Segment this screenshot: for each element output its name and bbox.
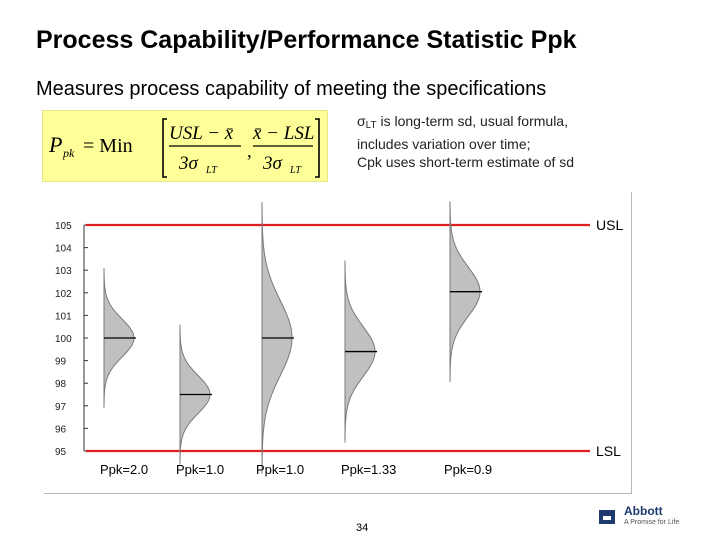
page-number: 34	[356, 522, 369, 534]
spec-label-usl: USL	[596, 217, 623, 233]
y-tick-label: 95	[55, 447, 67, 458]
logo-tagline: A Promise for Life	[624, 519, 680, 526]
note-line-2: includes variation over time;	[357, 136, 531, 152]
series-label: Ppk=1.33	[341, 462, 396, 477]
series-label: Ppk=1.0	[176, 462, 224, 477]
note-line-1: σLT is long-term sd, usual formula,	[357, 113, 568, 131]
formula-denominator-1: 3σ	[178, 153, 199, 174]
series-label: Ppk=1.0	[256, 462, 304, 477]
ppk-formula: P pk = Min USL − x̄ 3σ LT , x̄ − LSL 3σ …	[42, 110, 328, 182]
slide-title: Process Capability/Performance Statistic…	[36, 26, 577, 54]
y-tick-label: 99	[55, 357, 67, 368]
logo-name: Abbott	[624, 504, 663, 518]
note-sigma-subscript: LT	[365, 120, 377, 131]
y-tick-label: 96	[55, 424, 67, 435]
y-tick-label: 98	[55, 379, 67, 390]
formula-comma: ,	[247, 141, 252, 162]
slide-subtitle: Measures process capability of meeting t…	[36, 78, 547, 100]
y-tick-label: 104	[55, 244, 72, 255]
abbott-logo: Abbott A Promise for Life	[596, 502, 706, 532]
y-tick-label: 105	[55, 221, 72, 232]
y-tick-label: 97	[55, 402, 67, 413]
y-tick-label: 100	[55, 334, 72, 345]
series-label: Ppk=0.9	[444, 462, 492, 477]
formula-left-bracket	[162, 118, 167, 178]
formula-denominator-2-sub: LT	[289, 165, 302, 176]
chart-frame	[44, 192, 632, 494]
formula-numerator-1: USL − x̄	[169, 123, 234, 144]
formula-lhs: P	[48, 132, 62, 157]
series-label: Ppk=2.0	[100, 462, 148, 477]
note-line-3: Cpk uses short-term estimate of sd	[357, 154, 575, 170]
sigma-note: σLT is long-term sd, usual formula, incl…	[357, 112, 574, 171]
y-tick-label: 102	[55, 289, 72, 300]
y-tick-label: 103	[55, 266, 72, 277]
spec-label-lsl: LSL	[596, 443, 621, 459]
formula-denominator-1-sub: LT	[205, 165, 218, 176]
formula-denominator-2: 3σ	[262, 153, 283, 174]
y-tick-label: 101	[55, 311, 72, 322]
formula-lhs-sub: pk	[62, 146, 75, 160]
abbott-logo-icon	[599, 510, 615, 524]
formula-right-bracket	[315, 118, 320, 178]
formula-numerator-2: x̄ − LSL	[252, 123, 314, 144]
formula-min: = Min	[83, 135, 133, 157]
